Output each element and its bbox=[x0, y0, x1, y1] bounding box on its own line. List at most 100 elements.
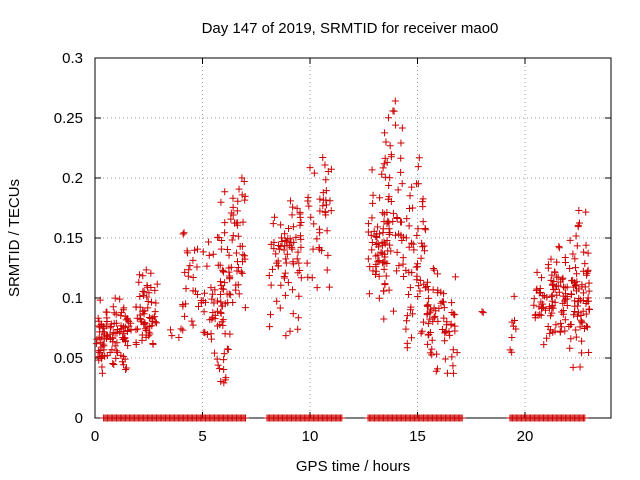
data-point bbox=[538, 304, 546, 312]
data-point bbox=[188, 317, 196, 325]
data-point bbox=[326, 197, 334, 205]
data-point bbox=[371, 270, 379, 278]
x-tick-label: 10 bbox=[302, 428, 319, 445]
data-point bbox=[571, 281, 579, 289]
y-tick-label: 0.2 bbox=[62, 170, 83, 187]
data-point bbox=[234, 232, 242, 240]
data-point bbox=[393, 214, 401, 222]
data-point bbox=[113, 339, 121, 347]
data-point bbox=[93, 335, 101, 343]
data-point bbox=[233, 267, 241, 275]
data-point bbox=[183, 247, 191, 255]
data-point bbox=[548, 309, 556, 317]
data-point bbox=[572, 333, 580, 341]
data-point bbox=[383, 209, 391, 217]
data-point bbox=[324, 251, 332, 259]
data-point bbox=[426, 309, 434, 317]
data-point bbox=[546, 329, 554, 337]
data-point bbox=[189, 287, 197, 295]
data-point bbox=[213, 307, 221, 315]
data-point bbox=[289, 310, 297, 318]
data-point bbox=[229, 299, 237, 307]
data-point bbox=[570, 311, 578, 319]
data-point bbox=[441, 329, 449, 337]
data-point bbox=[399, 233, 407, 241]
data-point bbox=[369, 267, 377, 275]
data-point bbox=[378, 170, 386, 178]
data-point bbox=[585, 287, 593, 295]
data-point bbox=[112, 319, 120, 327]
data-point bbox=[414, 260, 422, 268]
data-point bbox=[561, 284, 569, 292]
data-point bbox=[186, 262, 194, 270]
data-point bbox=[413, 272, 421, 280]
data-point bbox=[124, 342, 132, 350]
data-point bbox=[510, 322, 518, 330]
data-point bbox=[582, 208, 590, 216]
data-point bbox=[380, 287, 388, 295]
data-point bbox=[94, 314, 102, 322]
data-point bbox=[141, 325, 149, 333]
data-point bbox=[224, 346, 232, 354]
data-point bbox=[112, 354, 120, 362]
data-point bbox=[200, 308, 208, 316]
data-point bbox=[372, 241, 380, 249]
data-point bbox=[579, 289, 587, 297]
data-point bbox=[220, 366, 228, 374]
data-point bbox=[213, 297, 221, 305]
data-point bbox=[290, 238, 298, 246]
data-point bbox=[581, 414, 589, 422]
y-axis-label: SRMTID / TECUs bbox=[6, 179, 23, 297]
data-point bbox=[508, 318, 516, 326]
data-point bbox=[575, 295, 583, 303]
data-point bbox=[425, 294, 433, 302]
data-point bbox=[558, 308, 566, 316]
data-point bbox=[578, 337, 586, 345]
data-point bbox=[369, 191, 377, 199]
data-point bbox=[235, 185, 243, 193]
data-point bbox=[288, 245, 296, 253]
data-point bbox=[322, 187, 330, 195]
axis-ticks: 0 0.05 0.1 0.15 0.2 0.25 0.3 0 5 10 15 20 bbox=[54, 50, 611, 445]
data-point bbox=[200, 289, 208, 297]
data-point bbox=[147, 284, 155, 292]
data-point bbox=[569, 250, 577, 258]
data-point bbox=[277, 281, 285, 289]
data-point bbox=[316, 195, 324, 203]
data-point bbox=[135, 278, 143, 286]
data-point bbox=[374, 239, 382, 247]
data-point bbox=[221, 219, 229, 227]
data-point bbox=[569, 276, 577, 284]
data-point bbox=[410, 246, 418, 254]
data-point bbox=[508, 348, 516, 356]
data-point bbox=[375, 257, 383, 265]
data-point bbox=[267, 281, 275, 289]
data-point bbox=[214, 261, 222, 269]
data-point bbox=[313, 235, 321, 243]
data-point bbox=[432, 367, 440, 375]
data-point bbox=[397, 168, 405, 176]
data-point bbox=[563, 301, 571, 309]
data-point bbox=[209, 250, 217, 258]
data-point bbox=[579, 307, 587, 315]
data-point bbox=[221, 229, 229, 237]
data-point bbox=[534, 311, 542, 319]
data-point bbox=[289, 203, 297, 211]
data-point bbox=[102, 322, 110, 330]
data-point bbox=[383, 220, 391, 228]
data-point bbox=[232, 249, 240, 257]
data-point bbox=[532, 286, 540, 294]
data-point bbox=[220, 379, 228, 387]
data-point bbox=[364, 228, 372, 236]
data-point bbox=[120, 329, 128, 337]
data-point bbox=[226, 330, 234, 338]
data-point bbox=[211, 311, 219, 319]
data-point bbox=[373, 233, 381, 241]
data-point bbox=[147, 269, 155, 277]
data-point bbox=[151, 286, 159, 294]
data-point bbox=[451, 273, 459, 281]
data-point bbox=[136, 271, 144, 279]
data-point bbox=[203, 330, 211, 338]
data-point bbox=[417, 254, 425, 262]
data-point bbox=[281, 242, 289, 250]
